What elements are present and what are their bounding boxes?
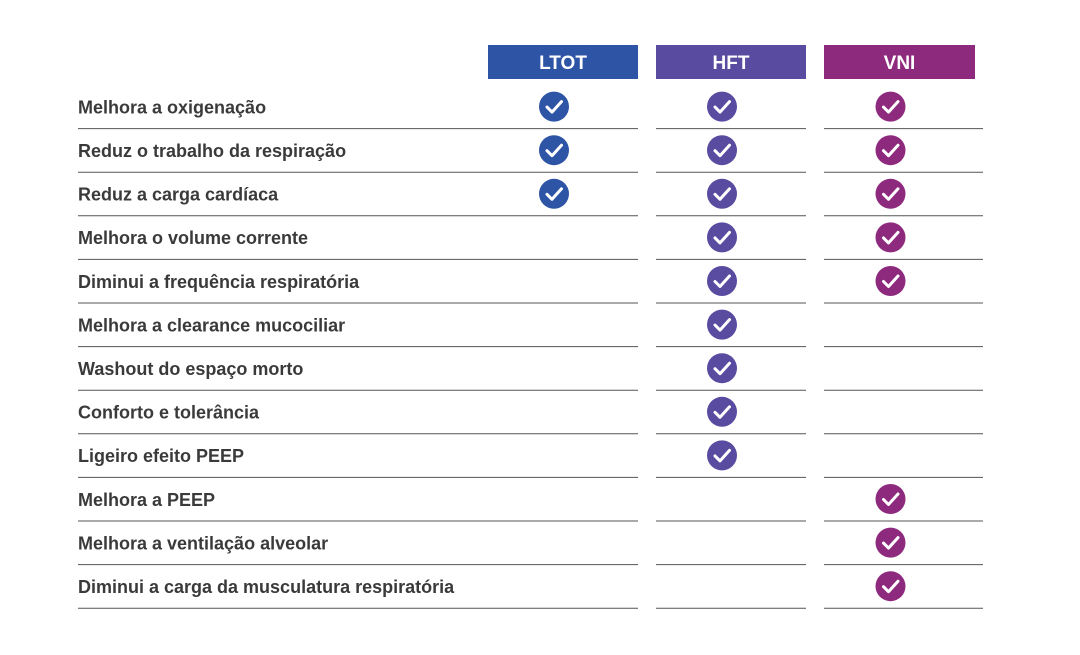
check-circle [707,135,737,166]
row-label: Diminui a carga da musculatura respirató… [78,577,455,597]
column-header: VNI [884,53,916,74]
column-header-bg [656,45,806,79]
check-icon [875,266,906,296]
row-label: Melhora a ventilação alveolar [78,533,328,553]
check-circle [875,135,906,166]
check-circle [539,91,569,122]
check-tick [713,318,731,332]
check-circle [707,353,737,384]
check-circle [707,266,737,296]
check-circle [875,91,906,122]
check-circle [875,222,906,253]
check-icon [707,266,737,296]
check-icon [875,178,906,209]
check-circle [875,571,906,602]
row-label: Melhora a oxigenação [78,97,266,117]
check-tick [882,230,900,245]
check-circle [539,135,569,166]
check-tick [882,100,900,114]
check-tick [713,274,731,288]
check-icon [539,91,569,122]
check-icon [707,440,737,471]
check-icon [707,178,737,209]
check-icon [539,135,569,166]
check-circle [539,178,569,209]
check-tick [545,143,563,158]
check-tick [713,230,731,245]
check-tick [713,100,731,114]
check-tick [713,405,731,419]
check-tick [882,143,900,158]
check-icon [875,484,906,514]
check-tick [545,100,563,114]
row-label: Melhora a clearance mucociliar [78,315,345,335]
check-circle [707,222,737,253]
check-tick [882,274,900,288]
check-icon [707,91,737,122]
check-icon [707,135,737,166]
check-icon [707,353,737,384]
check-circle [875,178,906,209]
column-header: LTOT [539,53,587,74]
check-tick [882,536,900,550]
check-icon [875,527,906,558]
check-tick [713,361,731,376]
check-tick [713,448,731,463]
row-label: Reduz o trabalho da respiração [78,141,346,161]
check-circle [707,309,737,340]
check-icon [875,222,906,253]
check-circle [707,178,737,209]
column-header-bg [488,45,638,79]
check-circle [875,484,906,514]
check-circle [707,396,737,427]
row-label: Melhora a PEEP [78,490,215,510]
column-header-bg [824,45,975,79]
check-circle [707,440,737,471]
check-icon [875,571,906,602]
row-label: Washout do espaço morto [78,359,303,379]
check-circle [707,91,737,122]
check-icon [539,178,569,209]
row-label: Ligeiro efeito PEEP [78,446,244,466]
row-label: Diminui a frequência respiratória [78,272,360,292]
check-tick [882,187,900,201]
check-tick [545,187,563,201]
row-label: Reduz a carga cardíaca [78,185,279,205]
row-label: Conforto e tolerância [78,403,260,423]
check-tick [882,492,900,506]
check-tick [713,187,731,201]
check-icon [707,222,737,253]
check-tick [882,579,900,594]
column-header: HFT [713,53,750,74]
check-icon [875,135,906,166]
check-icon [707,309,737,340]
check-circle [875,527,906,558]
check-icon [707,396,737,427]
check-circle [875,266,906,296]
check-icon [875,91,906,122]
check-tick [713,143,731,158]
row-label: Melhora o volume corrente [78,228,308,248]
